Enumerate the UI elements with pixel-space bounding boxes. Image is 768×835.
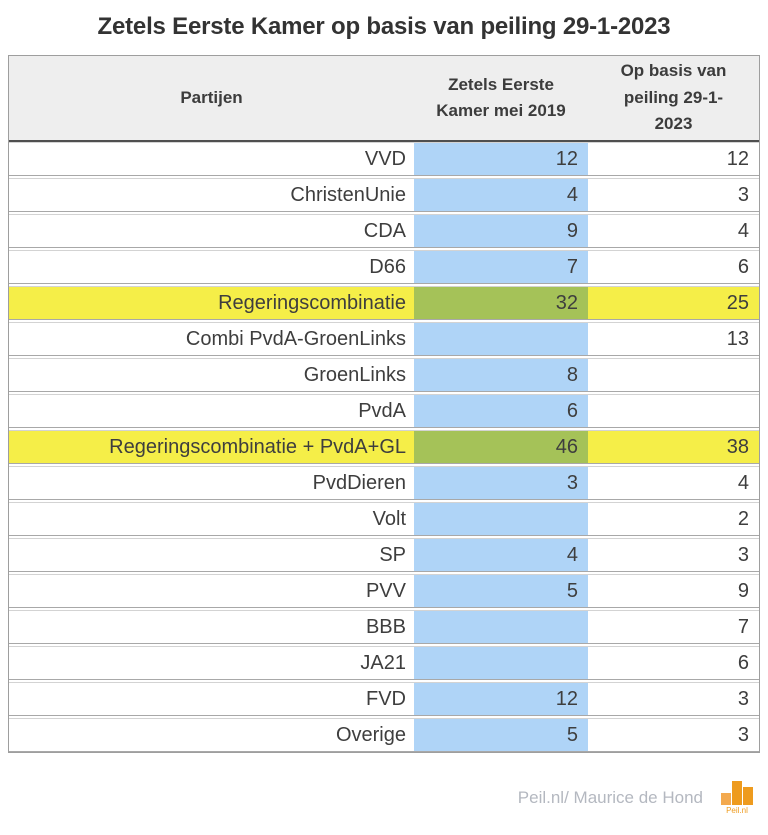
seats-2019-cell: 32 xyxy=(414,287,588,319)
party-cell: PVV xyxy=(365,579,406,602)
seats-table: Partijen Zetels Eerste Kamer mei 2019 Op… xyxy=(8,55,760,753)
seats-2019-cell: 12 xyxy=(414,143,588,175)
party-cell: VVD xyxy=(364,147,406,170)
seats-poll-cell: 3 xyxy=(737,687,749,710)
table-row: D66 7 6 xyxy=(9,250,759,284)
seats-poll-cell: 6 xyxy=(737,651,749,674)
seats-poll-cell: 7 xyxy=(737,615,749,638)
seats-2019-cell: 9 xyxy=(414,215,588,247)
table-row: Regeringscombinatie 32 25 xyxy=(9,286,759,320)
table-row: PvdA 6 xyxy=(9,394,759,428)
seats-poll-cell xyxy=(588,395,759,427)
table-row: ChristenUnie 4 3 xyxy=(9,178,759,212)
logo-bar-left xyxy=(721,793,731,805)
party-cell: PvdDieren xyxy=(312,471,406,494)
seats-2019-cell: 5 xyxy=(414,719,588,751)
party-cell: Regeringscombinatie xyxy=(9,287,414,319)
seats-2019-cell: 7 xyxy=(414,251,588,283)
column-header-zetels-2019: Zetels Eerste Kamer mei 2019 xyxy=(414,56,588,140)
page-title: Zetels Eerste Kamer op basis van peiling… xyxy=(97,13,671,40)
seats-poll-cell: 25 xyxy=(588,287,759,319)
table-row: SP 4 3 xyxy=(9,538,759,572)
seats-poll-cell: 2 xyxy=(737,507,749,530)
seats-2019-cell xyxy=(414,647,588,679)
table-row: Regeringscombinatie + PvdA+GL 46 38 xyxy=(9,430,759,464)
table-row: FVD 12 3 xyxy=(9,682,759,716)
party-cell: GroenLinks xyxy=(303,363,406,386)
table-row: PvdDieren 3 4 xyxy=(9,466,759,500)
party-cell: CDA xyxy=(363,219,406,242)
seats-2019-cell: 46 xyxy=(414,431,588,463)
seats-poll-cell: 9 xyxy=(737,579,749,602)
seats-2019-cell: 4 xyxy=(414,179,588,211)
table-row: Volt 2 xyxy=(9,502,759,536)
table-row: CDA 9 4 xyxy=(9,214,759,248)
party-cell: BBB xyxy=(365,615,406,638)
party-cell: Volt xyxy=(372,507,406,530)
seats-2019-cell: 6 xyxy=(414,395,588,427)
table-row: VVD 12 12 xyxy=(9,142,759,176)
logo-text: Peil.nl xyxy=(726,806,748,815)
party-cell: SP xyxy=(379,543,406,566)
seats-2019-cell: 12 xyxy=(414,683,588,715)
seats-2019-cell: 3 xyxy=(414,467,588,499)
column-header-peiling-2023: Op basis van peiling 29-1-2023 xyxy=(588,56,759,140)
column-header-label: Op basis van peiling 29-1-2023 xyxy=(620,61,727,134)
seats-poll-cell xyxy=(588,359,759,391)
seats-2019-cell: 8 xyxy=(414,359,588,391)
logo-bar-right xyxy=(743,787,753,805)
footer: Peil.nl/ Maurice de Hond Peil.nl xyxy=(0,781,758,815)
credit-text: Peil.nl/ Maurice de Hond xyxy=(517,788,703,807)
table-row: JA21 6 xyxy=(9,646,759,680)
table-header-row: Partijen Zetels Eerste Kamer mei 2019 Op… xyxy=(9,56,759,142)
table-row: PVV 5 9 xyxy=(9,574,759,608)
seats-poll-cell: 3 xyxy=(737,723,749,746)
table-row: Combi PvdA-GroenLinks 13 xyxy=(9,322,759,356)
party-cell: PvdA xyxy=(358,399,406,422)
seats-2019-cell xyxy=(414,611,588,643)
seats-poll-cell: 12 xyxy=(726,147,749,170)
table-row: Overige 5 3 xyxy=(9,718,759,752)
seats-2019-cell xyxy=(414,323,588,355)
party-cell: Overige xyxy=(335,723,406,746)
table-row: BBB 7 xyxy=(9,610,759,644)
logo-bar-middle xyxy=(732,781,742,805)
party-cell: Regeringscombinatie + PvdA+GL xyxy=(9,431,414,463)
party-cell: FVD xyxy=(366,687,406,710)
party-cell: JA21 xyxy=(360,651,406,674)
bar-chart-icon xyxy=(721,781,753,805)
seats-poll-cell: 4 xyxy=(737,471,749,494)
seats-2019-cell: 4 xyxy=(414,539,588,571)
seats-poll-cell: 38 xyxy=(588,431,759,463)
party-cell: Combi PvdA-GroenLinks xyxy=(185,327,406,350)
table-row: GroenLinks 8 xyxy=(9,358,759,392)
seats-poll-cell: 4 xyxy=(737,219,749,242)
table-body: VVD 12 12 ChristenUnie 4 3 CDA 9 4 D66 7… xyxy=(9,142,759,752)
seats-poll-cell: 6 xyxy=(737,255,749,278)
peil-nl-logo: Peil.nl xyxy=(716,781,758,815)
party-cell: ChristenUnie xyxy=(290,183,406,206)
seats-2019-cell xyxy=(414,503,588,535)
column-header-label: Zetels Eerste Kamer mei 2019 xyxy=(436,74,566,120)
seats-poll-cell: 3 xyxy=(737,183,749,206)
seats-2019-cell: 5 xyxy=(414,575,588,607)
column-header-partijen: Partijen xyxy=(9,56,414,140)
party-cell: D66 xyxy=(369,255,406,278)
seats-poll-cell: 3 xyxy=(737,543,749,566)
column-header-label: Partijen xyxy=(180,87,243,107)
seats-poll-cell: 13 xyxy=(726,327,749,350)
